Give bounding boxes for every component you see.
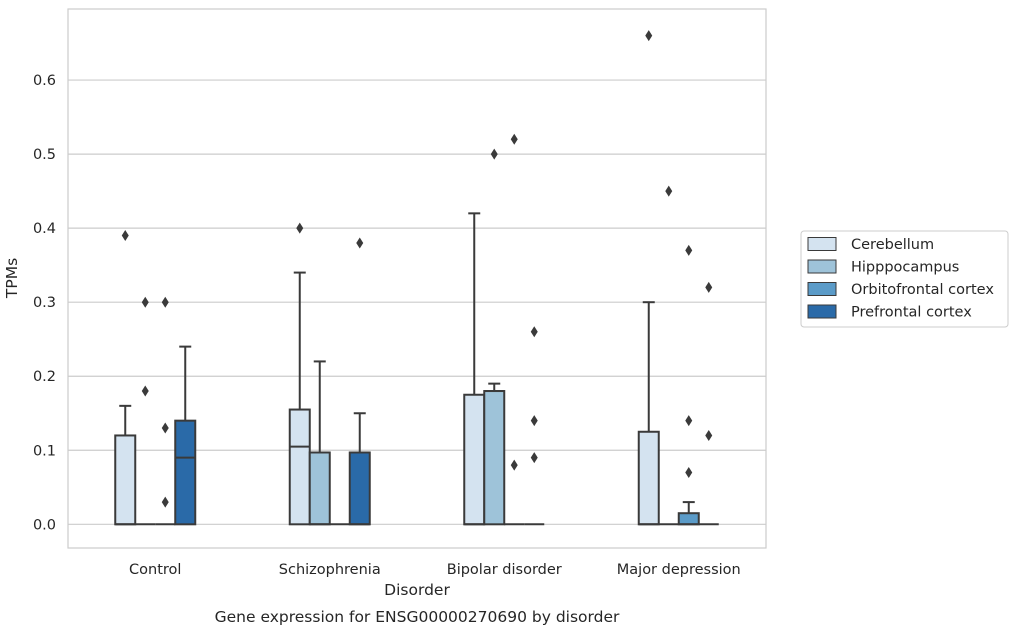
box-body bbox=[677, 512, 700, 526]
outlier-point bbox=[161, 296, 169, 308]
outlier-point bbox=[296, 222, 304, 234]
x-tick-label: Control bbox=[129, 562, 181, 578]
box-body bbox=[288, 408, 311, 526]
box-orbitofrontal-cortex bbox=[155, 296, 176, 526]
legend-swatch bbox=[807, 304, 837, 319]
box-body bbox=[174, 419, 197, 526]
y-tick-label: 0.5 bbox=[33, 147, 56, 163]
box-body bbox=[348, 451, 371, 526]
x-tick-label: Bipolar disorder bbox=[447, 562, 562, 578]
box-prefrontal-cortex bbox=[524, 326, 545, 526]
box-body bbox=[308, 451, 331, 526]
outlier-point bbox=[141, 385, 149, 397]
y-tick-label: 0.3 bbox=[33, 295, 56, 311]
box-body bbox=[463, 393, 486, 526]
x-tick-labels: Control Schizophrenia Bipolar disorder Majo… bbox=[129, 562, 741, 578]
gridlines bbox=[68, 79, 766, 525]
legend-swatch bbox=[807, 237, 837, 251]
legend-swatch bbox=[807, 259, 837, 274]
box-orbitofrontal-cortex bbox=[677, 244, 700, 526]
box-hipppocampus bbox=[135, 296, 156, 526]
box-cerebellum bbox=[288, 222, 311, 526]
chart-caption: Gene expression for ENSG00000270690 by d… bbox=[215, 608, 620, 626]
legend-entry: Hipppocampus bbox=[851, 260, 959, 276]
legend-items: Cerebellum Hipppocampus Orbitofrontal cort… bbox=[807, 237, 994, 321]
box-body bbox=[637, 430, 660, 526]
y-tick-label: 0.4 bbox=[33, 221, 56, 237]
legend-entry: Prefrontal cortex bbox=[851, 305, 972, 321]
legend-frame bbox=[800, 230, 1009, 328]
box-cerebellum bbox=[463, 212, 486, 526]
box-body bbox=[483, 390, 506, 526]
box-prefrontal-cortex bbox=[348, 237, 371, 526]
box-orbitofrontal-cortex bbox=[504, 133, 525, 526]
outlier-point bbox=[121, 230, 129, 242]
outlier-point bbox=[161, 422, 169, 434]
legend-swatch bbox=[807, 282, 837, 296]
outlier-point bbox=[705, 281, 713, 293]
x-tick-label: Major depression bbox=[617, 562, 741, 578]
y-tick-labels: 0.0 0.1 0.2 0.3 0.4 0.5 0.6 bbox=[33, 73, 56, 533]
x-tick-label: Schizophrenia bbox=[279, 562, 381, 578]
outlier-point bbox=[705, 429, 713, 441]
outlier-point bbox=[685, 415, 693, 427]
y-tick-label: 0.1 bbox=[33, 443, 56, 459]
outlier-point bbox=[510, 133, 518, 145]
plot-frame bbox=[67, 8, 767, 549]
outlier-point bbox=[356, 237, 364, 249]
outlier-point bbox=[530, 326, 538, 338]
outlier-point bbox=[510, 459, 518, 471]
outlier-point bbox=[161, 496, 169, 508]
box-prefrontal-cortex bbox=[174, 345, 197, 526]
outlier-point bbox=[530, 415, 538, 427]
box-cerebellum bbox=[114, 230, 137, 526]
box-body bbox=[114, 434, 137, 526]
legend-entry: Cerebellum bbox=[851, 237, 934, 253]
box-prefrontal-cortex bbox=[698, 281, 719, 526]
box-marks bbox=[114, 30, 719, 526]
y-tick-label: 0.2 bbox=[33, 369, 56, 385]
outlier-point bbox=[665, 185, 673, 197]
outlier-point bbox=[685, 244, 693, 256]
box-hipppocampus bbox=[483, 148, 506, 526]
legend: Cerebellum Hipppocampus Orbitofrontal cort… bbox=[800, 230, 1009, 328]
outlier-point bbox=[490, 148, 498, 160]
legend-entry: Orbitofrontal cortex bbox=[851, 282, 994, 298]
y-axis-label: TPMs bbox=[3, 258, 21, 299]
outlier-point bbox=[141, 296, 149, 308]
y-tick-label: 0.0 bbox=[33, 517, 56, 533]
y-tick-label: 0.6 bbox=[33, 73, 56, 89]
box-hipppocampus bbox=[658, 185, 679, 526]
x-axis-label: Disorder bbox=[384, 581, 450, 599]
box-hipppocampus bbox=[308, 360, 331, 526]
outlier-point bbox=[645, 30, 653, 42]
outlier-point bbox=[685, 466, 693, 478]
box-cerebellum bbox=[637, 30, 660, 526]
outlier-point bbox=[530, 452, 538, 464]
